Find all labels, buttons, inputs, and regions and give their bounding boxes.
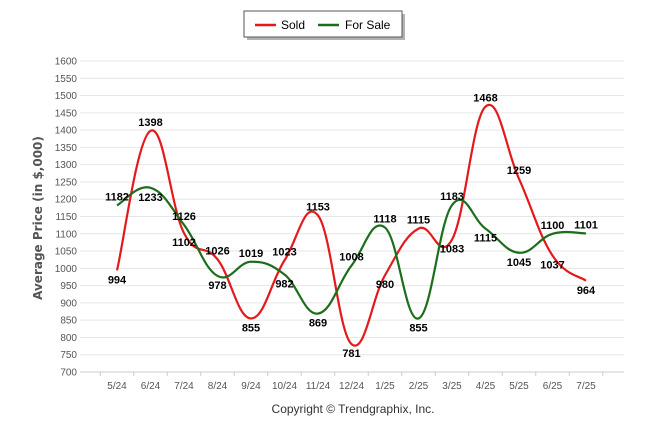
copyright-credit: Copyright © Trendgraphix, Inc. bbox=[272, 402, 435, 416]
x-tick-label: 11/24 bbox=[306, 381, 331, 392]
x-tick-label: 6/24 bbox=[141, 381, 161, 392]
y-tick-label: 1500 bbox=[55, 91, 78, 102]
y-tick-label: 1200 bbox=[55, 195, 78, 206]
sold-data-label: 781 bbox=[342, 348, 360, 360]
sold-data-label: 1083 bbox=[440, 244, 464, 256]
x-tick-label: 1/25 bbox=[375, 381, 395, 392]
sold-data-label: 980 bbox=[376, 279, 394, 291]
y-tick-label: 700 bbox=[60, 368, 77, 379]
y-tick-label: 1000 bbox=[55, 264, 78, 275]
for-sale-data-label: 1182 bbox=[105, 191, 129, 203]
sold-series-line bbox=[115, 103, 587, 347]
sold-data-label: 994 bbox=[108, 274, 127, 286]
sold-data-label: 1026 bbox=[205, 245, 229, 257]
y-tick-label: 800 bbox=[60, 333, 77, 344]
x-tick-label: 5/25 bbox=[509, 381, 529, 392]
x-tick-label: 3/25 bbox=[442, 381, 462, 392]
x-tick-label: 4/25 bbox=[476, 381, 496, 392]
axes: 700 750 800 850 900 950 1000 1050 1100 1150 1200 12… bbox=[55, 57, 624, 392]
sold-data-label: 964 bbox=[577, 285, 596, 297]
y-tick-label: 1300 bbox=[55, 160, 78, 171]
y-tick-label: 750 bbox=[60, 350, 77, 361]
x-tick-label: 12/24 bbox=[339, 381, 364, 392]
y-tick-label: 1450 bbox=[55, 108, 78, 119]
for-sale-data-label: 978 bbox=[208, 280, 226, 292]
sold-data-label: 1023 bbox=[272, 246, 296, 258]
for-sale-data-label: 1100 bbox=[541, 220, 565, 232]
y-tick-label: 1250 bbox=[55, 177, 78, 188]
y-tick-label: 1100 bbox=[55, 229, 77, 240]
for-sale-data-label: 1126 bbox=[172, 211, 196, 223]
legend-label-sold: Sold bbox=[281, 18, 305, 32]
legend: Sold For Sale bbox=[243, 10, 405, 40]
y-tick-label: 1400 bbox=[55, 126, 78, 137]
for-sale-series-line bbox=[116, 186, 587, 320]
for-sale-data-label: 869 bbox=[309, 318, 327, 330]
x-tick-label: 8/24 bbox=[208, 381, 228, 392]
sold-data-label: 1115 bbox=[407, 215, 430, 227]
sold-data-label: 1153 bbox=[306, 201, 330, 213]
x-tick-label: 2/25 bbox=[409, 381, 429, 392]
series-lines bbox=[115, 103, 587, 347]
for-sale-data-label: 1183 bbox=[440, 191, 464, 203]
y-tick-label: 1600 bbox=[55, 57, 78, 68]
y-tick-label: 900 bbox=[60, 298, 77, 309]
x-tick-label: 7/25 bbox=[576, 381, 596, 392]
legend-label-for-sale: For Sale bbox=[345, 18, 391, 32]
y-tick-label: 850 bbox=[60, 316, 77, 327]
for-sale-data-label: 1101 bbox=[574, 219, 598, 231]
y-axis-title: Average Price (in $,000) bbox=[31, 136, 45, 300]
y-tick-label: 950 bbox=[60, 281, 77, 292]
grid-lines bbox=[80, 60, 624, 373]
y-tick-label: 1150 bbox=[55, 212, 77, 223]
x-tick-label: 6/25 bbox=[543, 381, 563, 392]
for-sale-data-label: 1118 bbox=[373, 214, 396, 226]
for-sale-data-label: 1115 bbox=[474, 233, 497, 245]
sold-data-label: 1468 bbox=[473, 93, 497, 105]
x-tick-label: 9/24 bbox=[241, 381, 261, 392]
x-tick-label: 5/24 bbox=[107, 381, 127, 392]
sold-data-label: 1037 bbox=[540, 260, 564, 272]
sold-data-label: 1102 bbox=[172, 237, 196, 249]
for-sale-data-label: 1233 bbox=[138, 192, 162, 204]
for-sale-data-label: 1045 bbox=[507, 257, 531, 269]
y-tick-label: 1550 bbox=[55, 74, 78, 85]
for-sale-data-label: 982 bbox=[275, 279, 293, 291]
sold-data-label: 1259 bbox=[507, 165, 531, 177]
x-tick-label: 7/24 bbox=[174, 381, 194, 392]
data-labels: 994 1398 1102 1026 855 1023 1153 781 980 1115 1083… bbox=[105, 93, 598, 360]
y-tick-label: 1350 bbox=[55, 143, 78, 154]
sold-data-label: 1398 bbox=[138, 117, 162, 129]
sold-data-label: 855 bbox=[242, 322, 260, 334]
for-sale-data-label: 1019 bbox=[239, 248, 263, 260]
y-tick-label: 1050 bbox=[55, 247, 78, 258]
for-sale-data-label: 1008 bbox=[339, 252, 363, 264]
x-tick-label: 10/24 bbox=[272, 381, 297, 392]
for-sale-data-label: 855 bbox=[409, 322, 427, 334]
